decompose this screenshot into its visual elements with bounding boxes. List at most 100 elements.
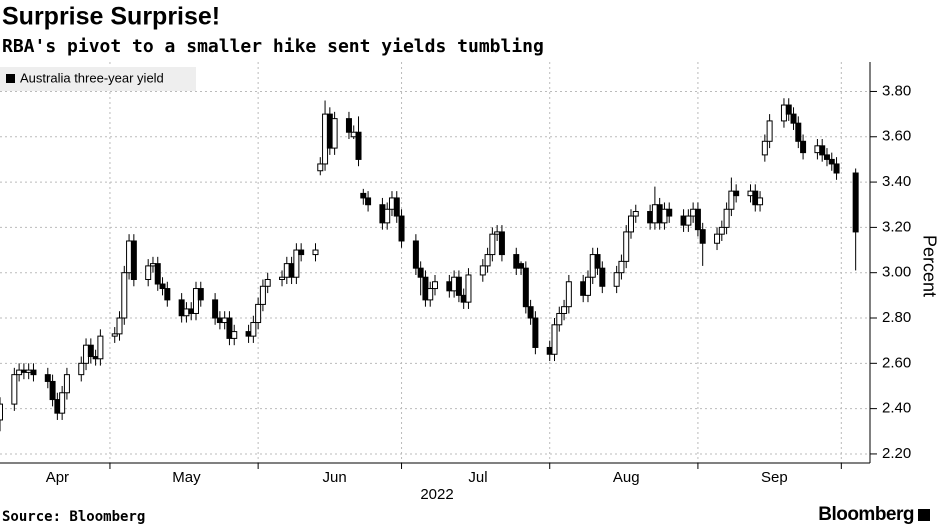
candle-body [556,312,563,326]
candle-body [800,140,807,154]
x-tick-label: Sep [761,469,788,486]
candle-body [427,288,434,301]
candle-body [245,331,252,337]
candle-body [527,306,534,319]
candle-body [661,208,668,224]
legend-box [0,67,196,91]
candle-body [518,263,525,269]
candle-body [446,281,453,292]
candle-body [627,215,634,233]
candle-body [422,276,429,301]
candle-body [283,263,290,278]
candle-body [384,208,391,224]
candle-body [761,140,768,156]
candle-body [651,204,658,224]
candle-body [728,190,735,210]
candle-body [580,281,587,296]
candle-body [489,233,496,256]
candle-body [666,208,673,217]
y-tick-label: 3.00 [882,264,911,281]
candle-body [279,276,286,280]
candle-body [288,263,295,278]
candle-body [97,335,104,360]
y-tick-label: 3.40 [882,173,911,190]
candle-body [83,344,90,364]
candle-body [379,204,386,224]
x-tick-label: May [172,469,201,486]
candle-body [561,306,568,314]
candle-body [16,369,23,376]
candle-body [647,211,654,224]
candle-body [795,122,802,142]
candle-body [819,145,826,156]
y-tick-label: 2.20 [882,445,911,462]
candle-body [656,204,663,224]
candle-body [599,267,606,287]
brand-icon [918,509,930,521]
candle-body [317,163,324,172]
candle-body [546,346,553,355]
candle-body [164,288,171,301]
candle-body [694,208,701,231]
candle-body [293,249,300,278]
candle-body [680,215,687,226]
candle-body [178,299,185,317]
candle-body [814,145,821,154]
candle-body [255,303,262,324]
y-tick-label: 2.60 [882,354,911,371]
candle-body [159,283,166,290]
candle-body [412,240,419,269]
candle-body [757,197,764,206]
candle-body [78,362,85,376]
candle-body [197,288,204,301]
candle-body [298,249,305,256]
candle-body [451,276,458,292]
candle-body [111,333,118,337]
candle-body [25,369,32,373]
candle-body [360,192,367,199]
candle-body [465,274,472,303]
candle-body [685,215,692,226]
candle-body [145,265,152,280]
chart-title: Surprise Surprise! [2,3,220,31]
candle-body [149,263,156,267]
candle-body [432,281,438,290]
legend-label: Australia three-year yield [20,70,164,85]
y-axis-label: Percent [919,235,939,297]
candle-body [823,154,830,160]
candle-body [30,369,37,376]
candle-body [522,267,529,308]
x-tick-label: Jun [323,469,347,486]
candle-body [398,215,405,242]
x-tick-label: Apr [46,469,69,486]
candle-body [584,276,591,296]
candle-body [723,208,730,228]
candle-body [312,249,319,256]
candle-body [766,120,773,142]
x-tick-label: Aug [613,469,640,486]
candle-body [350,131,357,138]
candle-body [747,190,754,197]
chart-subtitle: RBA's pivot to a smaller hike sent yield… [2,36,544,57]
candle-body [216,317,223,324]
candle-body [733,190,740,197]
candle-body [87,344,94,358]
candle-body [355,131,362,160]
candle-body [460,294,467,303]
candle-body [833,163,840,174]
candle-body [49,380,56,401]
candle-body [479,265,486,276]
x-axis-label: 2022 [420,486,453,503]
candle-body [250,322,257,337]
candle-body [188,308,195,314]
candle-body [623,231,630,262]
candle-body [130,240,137,280]
candle-body [331,118,338,149]
candle-body [63,374,70,394]
candle-body [126,240,133,274]
candle-body [699,229,706,244]
candle-body [494,231,501,235]
candle-body [393,197,400,217]
candle-body [785,104,792,115]
y-tick-label: 3.20 [882,218,911,235]
